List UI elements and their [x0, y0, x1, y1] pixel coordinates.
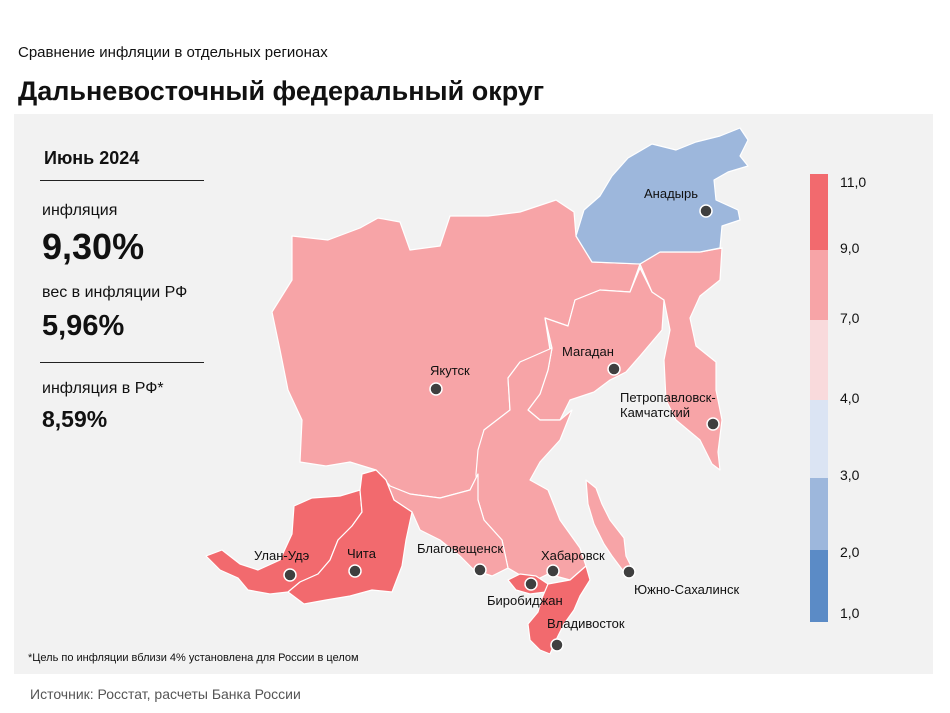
- legend-band-3-4: [810, 400, 828, 478]
- city-label-khabarovsk: Хабаровск: [541, 548, 605, 563]
- supertitle: Сравнение инфляции в отдельных регионах: [18, 44, 328, 61]
- page-title: Дальневосточный федеральный округ: [18, 76, 545, 106]
- legend-band-7-9: [810, 250, 828, 320]
- legend-tick: 3,0: [840, 467, 860, 483]
- legend-tick: 11,0: [840, 174, 866, 190]
- city-label-ulan-ude: Улан-Удэ: [254, 548, 310, 563]
- legend-tick: 4,0: [840, 390, 860, 406]
- city-label-chita: Чита: [347, 546, 377, 561]
- legend-tick: 7,0: [840, 310, 860, 326]
- divider-top: [40, 180, 204, 181]
- region-zabaykalsky: [287, 469, 413, 605]
- city-label-birobidzhan: Биробиджан: [487, 593, 563, 608]
- legend-tick: 2,0: [840, 544, 860, 560]
- inflation-value: 9,30%: [42, 226, 145, 267]
- legend-band-9-11: [810, 174, 828, 250]
- city-marker-ulan-ude: [283, 568, 297, 582]
- legend-band-4-7: [810, 320, 828, 400]
- city-label-anadyr: Анадырь: [644, 186, 698, 201]
- city-label-vladivostok: Владивосток: [547, 616, 625, 631]
- region-kamchatka: [639, 247, 723, 471]
- rf-inflation-value: 8,59%: [42, 406, 108, 432]
- weight-value: 5,96%: [42, 310, 125, 342]
- city-label-yakutsk: Якутск: [430, 363, 470, 378]
- city-label-magadan: Магадан: [562, 344, 614, 359]
- source-note: Источник: Росстат, расчеты Банка России: [30, 686, 301, 702]
- city-label-yuzhno-sakhalinsk: Южно-Сахалинск: [634, 582, 739, 597]
- inflation-label: инфляция: [42, 202, 118, 219]
- legend-tick: 9,0: [840, 240, 860, 256]
- divider-bottom: [40, 362, 204, 363]
- legend-band-2-3: [810, 478, 828, 550]
- legend-band-1-2: [810, 550, 828, 622]
- legend-tick: 1,0: [840, 605, 860, 621]
- city-marker-yuzhno-sakhalinsk: [622, 565, 636, 579]
- weight-label: вес в инфляции РФ: [42, 284, 188, 301]
- city-marker-yakutsk: [429, 382, 443, 396]
- city-marker-vladivostok: [550, 638, 564, 652]
- city-label-petropavlovsk-2: Камчатский: [620, 405, 690, 420]
- city-marker-khabarovsk: [546, 564, 560, 578]
- period-label: Июнь 2024: [44, 148, 140, 168]
- region-chukotka: [575, 127, 749, 265]
- city-marker-blagoveshchensk: [473, 563, 487, 577]
- city-marker-petropavlovsk: [706, 417, 720, 431]
- city-marker-birobidzhan: [524, 577, 538, 591]
- city-marker-anadyr: [699, 204, 713, 218]
- city-marker-magadan: [607, 362, 621, 376]
- city-label-petropavlovsk-1: Петропавловск-: [620, 390, 716, 405]
- rf-inflation-label: инфляция в РФ*: [42, 380, 164, 397]
- city-marker-chita: [348, 564, 362, 578]
- footnote: *Цель по инфляции вблизи 4% установлена …: [28, 652, 359, 664]
- city-label-blagoveshchensk: Благовещенск: [417, 541, 503, 556]
